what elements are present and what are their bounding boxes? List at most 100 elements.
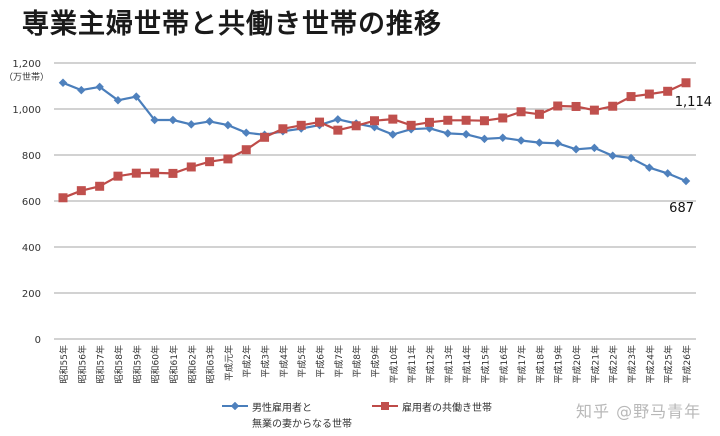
x-tick-label: 平成15年 — [479, 345, 491, 383]
y-tick-label: 800 — [22, 151, 41, 162]
data-point-diamond — [132, 92, 141, 101]
data-point-square — [131, 168, 141, 178]
data-point-square — [516, 107, 526, 117]
data-point-square — [626, 92, 636, 102]
x-tick-label: 平成2年 — [241, 345, 253, 378]
legend-label-series1-line1: 男性雇用者と — [252, 403, 312, 414]
end-label-dual-income: 1,114 — [675, 95, 712, 110]
x-tick-label: 平成6年 — [315, 345, 327, 378]
data-point-square — [351, 121, 361, 131]
x-tick-label: 平成16年 — [498, 345, 510, 383]
data-point-diamond — [461, 130, 471, 139]
x-tick-label: 平成13年 — [443, 345, 455, 383]
data-point-square — [644, 89, 654, 99]
data-point-diamond — [590, 143, 599, 153]
data-point-diamond — [205, 117, 214, 126]
data-point-diamond — [58, 78, 68, 88]
x-tick-label: 平成20年 — [571, 345, 583, 383]
data-point-square — [278, 124, 288, 134]
data-point-square — [479, 116, 489, 126]
y-tick-label: 1,000 — [12, 105, 41, 116]
data-point-diamond — [95, 82, 104, 92]
data-point-square — [589, 105, 599, 115]
data-point-square — [681, 78, 691, 88]
data-point-diamond — [113, 96, 123, 105]
x-tick-label: 平成14年 — [461, 345, 473, 383]
data-point-square — [241, 145, 251, 155]
x-tick-label: 昭和60年 — [150, 345, 162, 383]
x-tick-label: 平成19年 — [553, 345, 565, 383]
data-point-square — [186, 162, 196, 172]
x-tick-label: 平成8年 — [351, 345, 363, 378]
data-point-square — [388, 114, 398, 124]
data-point-diamond — [480, 134, 489, 144]
data-point-diamond — [443, 129, 453, 138]
x-tick-label: 平成22年 — [608, 345, 620, 383]
data-point-diamond — [187, 120, 196, 129]
x-tick-label: 平成4年 — [278, 345, 290, 378]
data-point-square — [663, 86, 673, 96]
data-point-diamond — [333, 115, 343, 124]
series-line-dual-income — [62, 81, 687, 199]
data-point-square — [223, 154, 233, 164]
square-marker-icon — [372, 400, 398, 416]
x-tick-label: 昭和58年 — [113, 345, 125, 383]
data-point-square — [534, 109, 544, 119]
x-tick-label: 平成17年 — [516, 345, 528, 383]
x-tick-label: 昭和59年 — [131, 345, 143, 383]
x-tick-label: 昭和55年 — [58, 345, 70, 383]
y-tick-label: 400 — [22, 243, 41, 254]
data-point-square — [424, 117, 434, 127]
data-point-square — [608, 101, 618, 111]
data-point-square — [260, 132, 270, 142]
chart-title: 専業主婦世帯と共働き世帯の推移 — [22, 9, 442, 40]
data-point-diamond — [663, 169, 672, 178]
y-tick-label: 1,200 — [12, 59, 41, 70]
data-point-square — [370, 116, 379, 126]
data-point-square — [406, 120, 416, 130]
data-point-diamond — [516, 136, 526, 145]
data-point-square — [58, 193, 68, 203]
x-tick-label: 平成10年 — [388, 345, 400, 383]
data-point-square — [205, 157, 215, 167]
watermark: 知乎 @野马青年 — [576, 402, 702, 421]
data-point-diamond — [571, 145, 581, 154]
data-point-square — [113, 171, 123, 181]
data-point-diamond — [645, 163, 654, 172]
data-point-diamond — [608, 151, 617, 160]
x-tick-label: 平成7年 — [333, 345, 345, 378]
y-tick-label: 600 — [22, 197, 41, 208]
y-tick-label: 0 — [35, 335, 41, 346]
x-tick-label: 平成3年 — [260, 345, 272, 378]
data-point-square — [571, 101, 581, 111]
data-point-diamond — [535, 138, 544, 147]
x-tick-label: 平成25年 — [663, 345, 675, 383]
data-point-square — [150, 168, 160, 178]
legend-label-series1-line2: 無業の妻からなる世帯 — [252, 419, 352, 430]
data-point-diamond — [168, 115, 178, 125]
x-tick-label: 平成26年 — [681, 345, 693, 383]
data-point-diamond — [388, 130, 398, 139]
x-tick-label: 平成23年 — [626, 345, 638, 383]
x-tick-label: 平成12年 — [424, 345, 436, 383]
series-line-housewife — [62, 81, 687, 183]
data-point-square — [553, 101, 563, 111]
x-tick-label: 平成5年 — [296, 345, 308, 378]
x-tick-label: 平成元年 — [223, 345, 235, 381]
data-point-square — [296, 120, 306, 130]
data-point-square — [76, 186, 86, 196]
data-point-diamond — [681, 176, 691, 186]
data-point-square — [333, 125, 343, 135]
x-tick-label: 平成24年 — [644, 345, 656, 383]
legend-item-series1: 男性雇用者と 無業の妻からなる世帯 — [222, 400, 352, 433]
data-point-square — [95, 181, 105, 191]
x-tick-label: 昭和57年 — [95, 345, 107, 383]
data-point-diamond — [553, 139, 562, 148]
y-axis-unit: （万世帯） — [4, 71, 49, 83]
data-point-square — [498, 113, 508, 123]
data-point-square — [315, 117, 325, 127]
x-tick-label: 平成21年 — [589, 345, 601, 383]
data-point-diamond — [223, 120, 233, 130]
x-tick-label: 平成11年 — [406, 345, 418, 383]
